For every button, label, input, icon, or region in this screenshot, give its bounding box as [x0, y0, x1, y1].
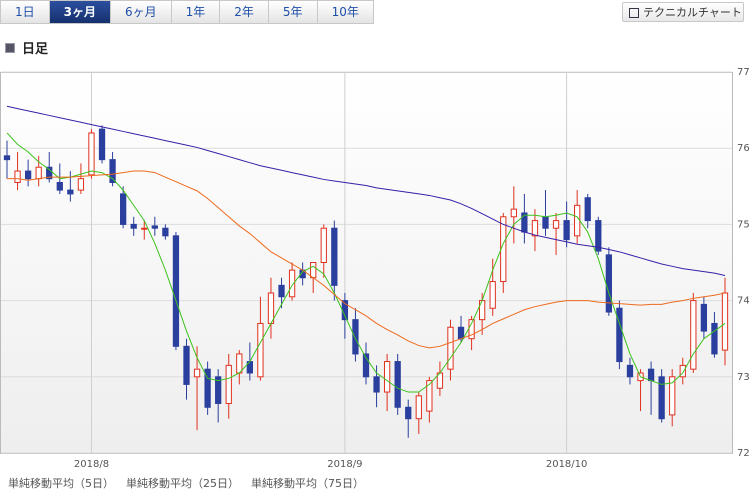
moving-average-line	[7, 170, 726, 349]
candle-body	[98, 128, 106, 161]
x-tick-label: 2018/8	[74, 459, 109, 470]
candle-body	[352, 319, 359, 355]
candle-body	[193, 368, 201, 378]
candle-body	[647, 368, 655, 382]
candle-body	[510, 208, 517, 218]
legend-entry: 単純移動平均（5日）	[8, 476, 114, 490]
technical-chart-button[interactable]: テクニカルチャート	[622, 2, 744, 22]
candle-body	[130, 223, 137, 229]
candle-body	[552, 220, 560, 229]
candle-body	[162, 227, 169, 237]
moving-average-line	[6, 105, 726, 276]
candle-body	[626, 364, 634, 378]
y-tick-label: 73	[737, 372, 750, 383]
candle-body	[711, 322, 718, 355]
y-tick-label: 75	[737, 219, 750, 230]
candle-body	[362, 353, 370, 378]
candle-body	[67, 189, 74, 195]
y-tick-label: 72	[737, 448, 750, 459]
y-tick-label: 77	[737, 67, 750, 78]
candle-body	[257, 322, 264, 378]
candle-body	[616, 307, 623, 363]
candle-body	[267, 292, 275, 324]
candle-body	[310, 262, 317, 279]
candle-body	[77, 178, 85, 191]
candle-body	[542, 216, 549, 229]
candle-body	[679, 364, 686, 378]
candle-body	[88, 132, 95, 176]
period-tab[interactable]: 5年	[268, 0, 318, 24]
candle-body	[383, 361, 391, 393]
candle-body	[457, 326, 465, 340]
candle-body	[183, 345, 190, 385]
plot-area	[0, 72, 733, 454]
y-tick-label: 76	[737, 143, 750, 154]
candle-body	[690, 300, 697, 370]
candle-body	[46, 166, 53, 180]
x-tick-label: 2018/10	[546, 459, 588, 470]
candle-body	[574, 204, 581, 237]
candle-body	[563, 220, 570, 241]
candle-body	[109, 159, 116, 183]
x-tick-label: 2018/9	[327, 459, 362, 470]
candle-body	[225, 364, 232, 404]
candle-body	[489, 281, 496, 309]
candle-body	[14, 170, 21, 183]
candle-body	[721, 292, 729, 351]
candle-body	[24, 170, 32, 180]
candle-body	[584, 197, 591, 222]
tab-bar: 1日 3ヶ月 6ヶ月 1年 2年 5年 10年	[0, 0, 374, 24]
period-label: 日足	[22, 42, 49, 57]
candle-body	[426, 380, 433, 412]
candle-body	[320, 227, 327, 264]
candle-body	[595, 220, 602, 252]
candle-body	[35, 166, 42, 180]
moving-average-line	[6, 132, 726, 393]
candle-body	[236, 353, 243, 374]
period-tab[interactable]: 2年	[220, 0, 269, 24]
candle-body	[669, 376, 676, 416]
candle-body	[394, 361, 401, 408]
candle-body	[278, 284, 285, 298]
y-tick-label: 74	[737, 296, 750, 307]
candle-body	[172, 235, 180, 347]
legend-entry: 単純移動平均（25日）	[126, 476, 239, 490]
candle-body	[56, 181, 63, 191]
candle-body	[141, 227, 148, 230]
candle-body	[531, 220, 539, 237]
candle-body	[215, 376, 222, 404]
candle-body	[405, 406, 412, 420]
candle-body	[373, 376, 380, 393]
period-tab[interactable]: 1日	[0, 0, 50, 24]
period-tab[interactable]: 1年	[171, 0, 221, 24]
candle-body	[700, 303, 708, 332]
candle-body	[120, 193, 127, 225]
candle-body	[3, 155, 11, 161]
candle-body	[658, 376, 665, 420]
candle-body	[447, 326, 454, 370]
period-tab[interactable]: 10年	[317, 0, 374, 24]
period-icon	[5, 43, 15, 53]
candle-body	[288, 269, 296, 298]
candle-body	[151, 225, 158, 229]
candle-body	[415, 395, 422, 420]
period-tab[interactable]: 6ヶ月	[111, 0, 172, 24]
candle-body	[331, 227, 338, 286]
candle-body	[204, 368, 211, 408]
legend-entry: 単純移動平均（75日）	[251, 476, 364, 490]
period-tab[interactable]: 3ヶ月	[49, 0, 111, 24]
